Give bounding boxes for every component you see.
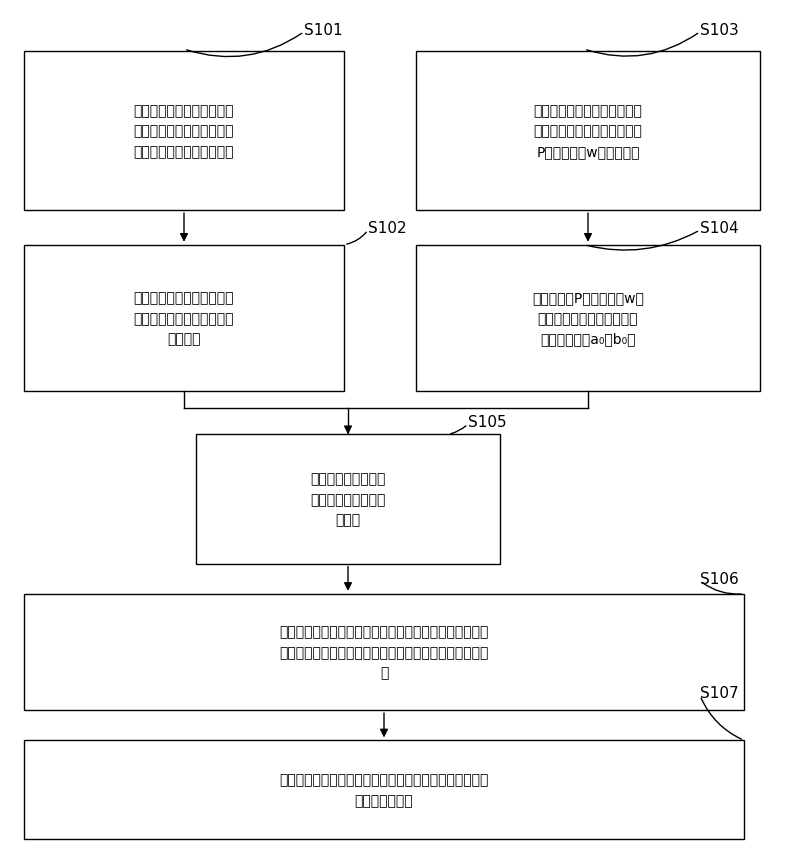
FancyArrowPatch shape bbox=[186, 34, 302, 58]
FancyArrowPatch shape bbox=[346, 233, 366, 245]
Text: 计算土石混填路基的平均密
度，并计算预定位置处的初
始空隙率: 计算土石混填路基的平均密 度，并计算预定位置处的初 始空隙率 bbox=[134, 291, 234, 346]
FancyArrowPatch shape bbox=[702, 583, 742, 594]
FancyBboxPatch shape bbox=[196, 435, 500, 564]
FancyArrowPatch shape bbox=[586, 34, 698, 57]
Text: S106: S106 bbox=[700, 571, 738, 586]
FancyBboxPatch shape bbox=[24, 52, 344, 211]
Text: S102: S102 bbox=[368, 220, 406, 236]
FancyBboxPatch shape bbox=[24, 245, 344, 392]
Text: 在试验点附近的预定位置处进
行快速静载试验，得到贯入力
P与贯入深度w之间的曲线: 在试验点附近的预定位置处进 行快速静载试验，得到贯入力 P与贯入深度w之间的曲线 bbox=[534, 103, 642, 159]
FancyArrowPatch shape bbox=[701, 698, 742, 740]
Text: S103: S103 bbox=[700, 22, 738, 38]
Text: 随机选取土石混填路基试验
点，利用单点灌水法或灌砂
法得到试验点的现场压实度: 随机选取土石混填路基试验 点，利用单点灌水法或灌砂 法得到试验点的现场压实度 bbox=[134, 103, 234, 159]
FancyBboxPatch shape bbox=[416, 245, 760, 392]
Text: S105: S105 bbox=[468, 414, 506, 430]
Text: 计算土石混填路基的
土石颗粒的无空隙变
形模量: 计算土石混填路基的 土石颗粒的无空隙变 形模量 bbox=[310, 472, 386, 527]
FancyArrowPatch shape bbox=[586, 232, 698, 251]
Text: 在其他位置处进行快速静载试验，得到其他位置处的贯入
力与贯入深度之间的曲线，进行线性拟合得到各自的中间
量: 在其他位置处进行快速静载试验，得到其他位置处的贯入 力与贯入深度之间的曲线，进行… bbox=[279, 624, 489, 680]
Text: S104: S104 bbox=[700, 220, 738, 236]
Text: 根据贯入力P与贯入深度w之
间的曲线，进行线性拟合得
到初始中间量a₀、b₀值: 根据贯入力P与贯入深度w之 间的曲线，进行线性拟合得 到初始中间量a₀、b₀值 bbox=[532, 291, 644, 346]
Text: 根据上述计算的无空隙变形模量、各自的中间量计算其他
位置处的压实度: 根据上述计算的无空隙变形模量、各自的中间量计算其他 位置处的压实度 bbox=[279, 772, 489, 808]
Text: S107: S107 bbox=[700, 685, 738, 701]
FancyBboxPatch shape bbox=[416, 52, 760, 211]
FancyBboxPatch shape bbox=[24, 740, 744, 839]
FancyArrowPatch shape bbox=[450, 426, 466, 434]
Text: S101: S101 bbox=[304, 22, 342, 38]
FancyBboxPatch shape bbox=[24, 594, 744, 710]
